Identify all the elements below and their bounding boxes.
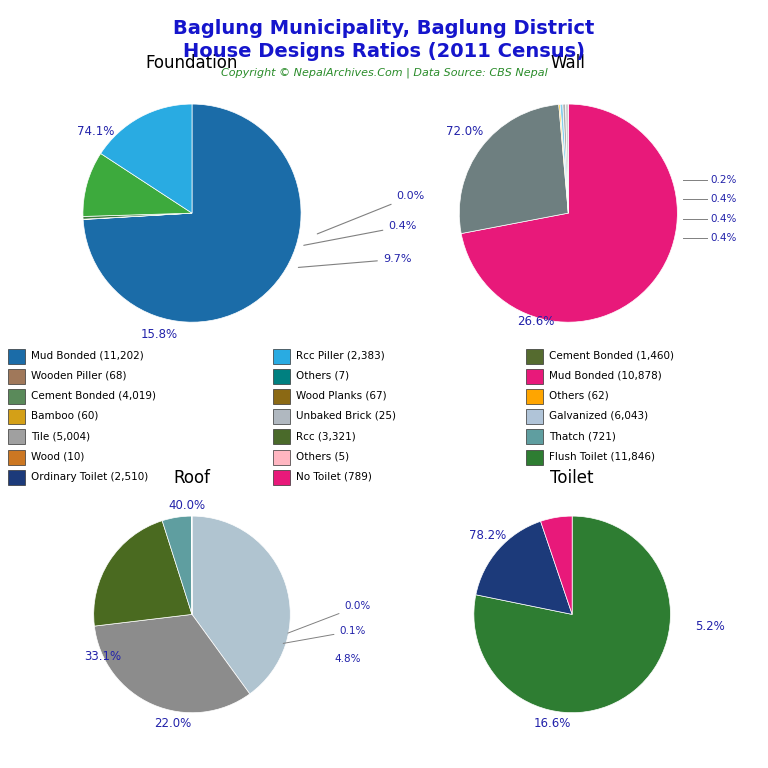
Text: 5.2%: 5.2% bbox=[695, 621, 725, 633]
Wedge shape bbox=[474, 516, 670, 713]
Bar bbox=[8, 409, 25, 424]
Bar bbox=[526, 349, 543, 363]
Bar bbox=[526, 369, 543, 384]
Text: 9.7%: 9.7% bbox=[299, 254, 412, 267]
Text: Wood (10): Wood (10) bbox=[31, 452, 84, 462]
Bar bbox=[8, 389, 25, 404]
Text: Unbaked Brick (25): Unbaked Brick (25) bbox=[296, 411, 396, 421]
Text: Wood Planks (67): Wood Planks (67) bbox=[296, 391, 386, 401]
Title: Toilet: Toilet bbox=[551, 469, 594, 487]
Text: 72.0%: 72.0% bbox=[445, 125, 483, 137]
Bar bbox=[526, 429, 543, 445]
Bar bbox=[273, 429, 290, 445]
Text: Rcc Piller (2,383): Rcc Piller (2,383) bbox=[296, 350, 385, 360]
Text: Others (5): Others (5) bbox=[296, 452, 349, 462]
Text: 78.2%: 78.2% bbox=[469, 529, 506, 542]
Wedge shape bbox=[94, 521, 192, 626]
Title: Wall: Wall bbox=[551, 55, 586, 72]
Bar bbox=[273, 349, 290, 363]
Text: Bamboo (60): Bamboo (60) bbox=[31, 411, 98, 421]
Text: Tile (5,004): Tile (5,004) bbox=[31, 431, 90, 441]
Title: Roof: Roof bbox=[174, 469, 210, 487]
Text: 33.1%: 33.1% bbox=[84, 650, 121, 663]
Wedge shape bbox=[83, 213, 192, 220]
Text: Ordinary Toilet (2,510): Ordinary Toilet (2,510) bbox=[31, 472, 148, 482]
Text: Baglung Municipality, Baglung District: Baglung Municipality, Baglung District bbox=[174, 19, 594, 38]
Bar bbox=[8, 349, 25, 363]
Text: Others (62): Others (62) bbox=[549, 391, 609, 401]
Text: 22.0%: 22.0% bbox=[154, 717, 191, 730]
Text: 16.6%: 16.6% bbox=[534, 717, 571, 730]
Text: Galvanized (6,043): Galvanized (6,043) bbox=[549, 411, 648, 421]
Wedge shape bbox=[476, 521, 572, 614]
Text: 0.0%: 0.0% bbox=[288, 601, 371, 633]
Wedge shape bbox=[541, 516, 572, 614]
Bar bbox=[8, 429, 25, 445]
Wedge shape bbox=[462, 104, 677, 322]
Bar bbox=[8, 450, 25, 465]
Wedge shape bbox=[94, 614, 250, 713]
Wedge shape bbox=[83, 154, 192, 217]
Wedge shape bbox=[559, 104, 568, 213]
Text: 74.1%: 74.1% bbox=[78, 125, 115, 137]
Wedge shape bbox=[162, 516, 192, 614]
Text: 26.6%: 26.6% bbox=[517, 315, 554, 328]
Title: Foundation: Foundation bbox=[146, 55, 238, 72]
Wedge shape bbox=[459, 104, 568, 233]
Bar bbox=[8, 470, 25, 485]
Text: 0.0%: 0.0% bbox=[317, 191, 425, 234]
Wedge shape bbox=[565, 104, 568, 213]
Wedge shape bbox=[101, 104, 192, 213]
Text: House Designs Ratios (2011 Census): House Designs Ratios (2011 Census) bbox=[183, 42, 585, 61]
Text: 4.8%: 4.8% bbox=[335, 654, 361, 664]
Text: No Toilet (789): No Toilet (789) bbox=[296, 472, 372, 482]
Text: Mud Bonded (11,202): Mud Bonded (11,202) bbox=[31, 350, 144, 360]
Bar bbox=[273, 450, 290, 465]
Text: 0.1%: 0.1% bbox=[283, 626, 366, 644]
Text: 0.2%: 0.2% bbox=[710, 175, 737, 185]
Wedge shape bbox=[83, 213, 192, 219]
Wedge shape bbox=[560, 104, 568, 213]
Text: Others (7): Others (7) bbox=[296, 370, 349, 381]
Text: Wooden Piller (68): Wooden Piller (68) bbox=[31, 370, 126, 381]
Text: Cement Bonded (4,019): Cement Bonded (4,019) bbox=[31, 391, 156, 401]
Wedge shape bbox=[563, 104, 568, 213]
Text: 0.4%: 0.4% bbox=[710, 194, 737, 204]
Wedge shape bbox=[192, 516, 290, 694]
Bar bbox=[273, 409, 290, 424]
Text: Copyright © NepalArchives.Com | Data Source: CBS Nepal: Copyright © NepalArchives.Com | Data Sou… bbox=[220, 68, 548, 78]
Text: Thatch (721): Thatch (721) bbox=[549, 431, 616, 441]
Bar bbox=[8, 369, 25, 384]
Bar bbox=[273, 369, 290, 384]
Text: Flush Toilet (11,846): Flush Toilet (11,846) bbox=[549, 452, 655, 462]
Text: Rcc (3,321): Rcc (3,321) bbox=[296, 431, 356, 441]
Text: 0.4%: 0.4% bbox=[710, 233, 737, 243]
Bar bbox=[273, 389, 290, 404]
Bar bbox=[526, 389, 543, 404]
Text: Cement Bonded (1,460): Cement Bonded (1,460) bbox=[549, 350, 674, 360]
Text: 0.4%: 0.4% bbox=[710, 214, 737, 223]
Bar bbox=[526, 409, 543, 424]
Bar bbox=[526, 450, 543, 465]
Text: Mud Bonded (10,878): Mud Bonded (10,878) bbox=[549, 370, 662, 381]
Text: 15.8%: 15.8% bbox=[141, 328, 178, 341]
Text: 40.0%: 40.0% bbox=[168, 499, 206, 512]
Bar bbox=[273, 470, 290, 485]
Wedge shape bbox=[83, 104, 301, 322]
Text: 0.4%: 0.4% bbox=[304, 221, 417, 245]
